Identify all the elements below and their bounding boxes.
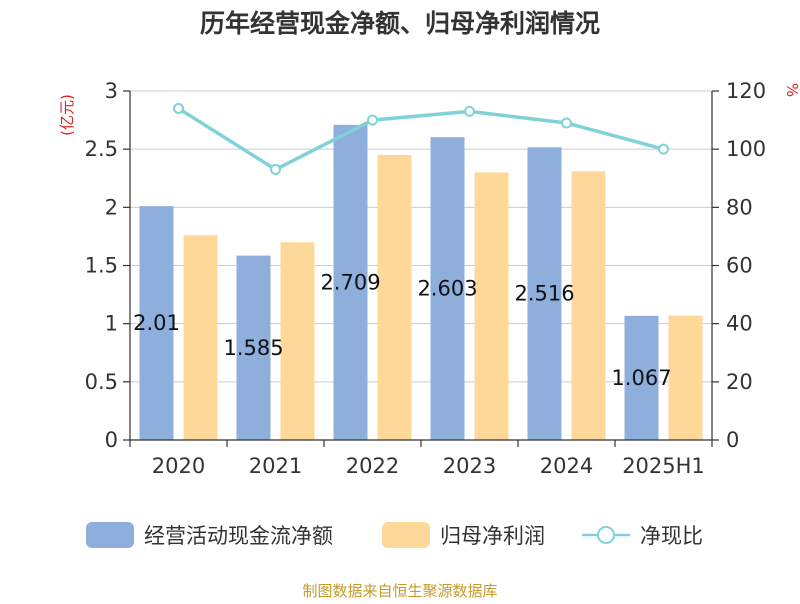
bar-cashflow (139, 206, 174, 440)
x-tick-label: 2023 (443, 454, 496, 478)
legend-label: 净现比 (640, 524, 703, 548)
line-point (270, 164, 281, 176)
right-tick-label: 40 (726, 312, 753, 336)
line-layer (173, 102, 669, 176)
bar-net-profit (571, 171, 606, 440)
x-tick-label: 2022 (346, 454, 399, 478)
legend-label: 经营活动现金流净额 (144, 524, 333, 548)
right-axis-unit: % (783, 83, 800, 97)
right-tick-label: 80 (726, 195, 753, 219)
source-note: 制图数据来自恒生聚源数据库 (302, 582, 497, 600)
left-tick-label: 2 (105, 195, 118, 219)
bar-net-profit (280, 242, 315, 440)
data-label: 2.603 (417, 277, 477, 301)
legend-label: 归母净利润 (440, 524, 545, 548)
bar-layer (139, 124, 703, 440)
x-tick-label: 2025H1 (622, 454, 705, 478)
line-point (658, 143, 669, 155)
data-label: 2.516 (514, 282, 574, 306)
line-point (464, 105, 475, 117)
left-tick-label: 0.5 (85, 370, 118, 394)
left-tick-label: 2.5 (85, 137, 118, 161)
data-label: 2.709 (320, 270, 380, 294)
bar-cashflow (236, 255, 271, 440)
right-tick-label: 120 (726, 79, 766, 103)
bar-cashflow (527, 147, 562, 440)
x-tick-label: 2024 (540, 454, 593, 478)
line-point (173, 102, 184, 114)
bar-net-profit (474, 172, 509, 440)
legend: 经营活动现金流净额 归母净利润 净现比 (86, 522, 703, 548)
bar-cashflow (430, 137, 465, 440)
axis-layer: 0 0.5 1 1.5 2 2.5 3 0 20 40 60 80 100 120 2020 2021 2022… (85, 79, 767, 478)
right-tick-label: 0 (726, 428, 739, 452)
legend-swatch (382, 522, 430, 548)
bar-net-profit (183, 235, 218, 440)
x-tick-label: 2020 (152, 454, 205, 478)
data-label: 1.585 (223, 336, 283, 360)
bar-cashflow (333, 124, 368, 440)
left-tick-label: 3 (105, 79, 118, 103)
data-label: 1.067 (611, 366, 671, 390)
right-tick-label: 60 (726, 254, 753, 278)
legend-swatch-marker (597, 526, 615, 544)
bar-net-profit (668, 315, 703, 440)
grid-layer (130, 90, 712, 383)
right-tick-label: 100 (726, 137, 766, 161)
left-tick-label: 0 (105, 428, 118, 452)
legend-swatch (86, 522, 134, 548)
x-tick-label: 2021 (249, 454, 302, 478)
right-tick-label: 20 (726, 370, 753, 394)
line-point (561, 117, 572, 129)
label-layer: 2.01 1.585 2.709 2.603 2.516 1.067 (133, 270, 671, 390)
bar-cashflow (624, 315, 659, 440)
left-tick-label: 1 (105, 312, 118, 336)
left-tick-label: 1.5 (85, 254, 118, 278)
bar-net-profit (377, 154, 412, 440)
line-ratio (177, 106, 664, 172)
chart-title: 历年经营现金净额、归母净利润情况 (200, 9, 600, 38)
data-label: 2.01 (133, 311, 180, 335)
line-point (367, 114, 378, 126)
left-axis-unit: (亿元) (58, 94, 76, 136)
